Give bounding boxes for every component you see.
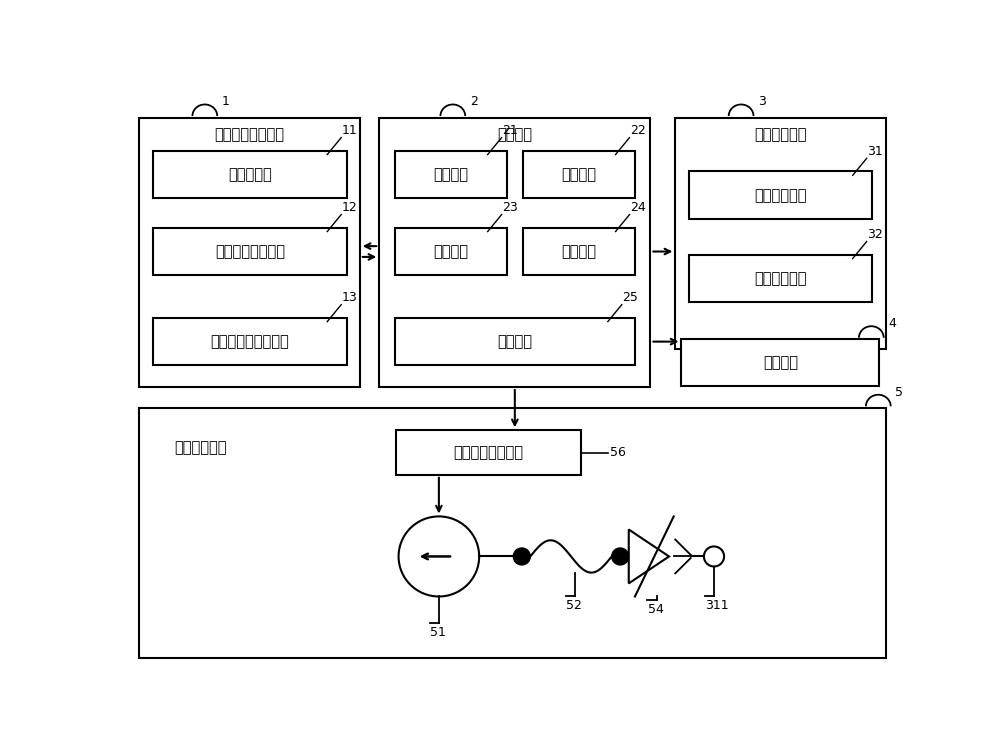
Text: 54: 54: [648, 602, 664, 615]
Bar: [523, 228, 635, 276]
Text: 13: 13: [342, 291, 358, 304]
Text: 11: 11: [342, 124, 358, 137]
Text: 4: 4: [888, 317, 896, 330]
Text: 按键面板模块: 按键面板模块: [754, 127, 807, 142]
Text: 1: 1: [222, 95, 230, 108]
Bar: [139, 408, 886, 658]
Text: 5: 5: [895, 386, 903, 399]
Text: 控制单元: 控制单元: [433, 244, 468, 259]
Bar: [675, 118, 886, 349]
Text: 电动气泵驱动电路: 电动气泵驱动电路: [453, 445, 523, 460]
Circle shape: [513, 548, 530, 565]
Text: 22: 22: [630, 124, 646, 137]
Bar: [523, 151, 635, 199]
Text: 23: 23: [502, 201, 518, 214]
Text: 控制模块: 控制模块: [497, 127, 532, 142]
Text: 56: 56: [610, 446, 626, 459]
Text: 按键标识单元: 按键标识单元: [754, 188, 807, 203]
Text: 信息提示单元: 信息提示单元: [754, 271, 807, 286]
Bar: [395, 228, 507, 276]
Text: 2: 2: [470, 95, 478, 108]
Text: 按键动作检测模块: 按键动作检测模块: [214, 127, 284, 142]
Bar: [153, 318, 347, 365]
Bar: [396, 430, 581, 475]
Bar: [395, 151, 507, 199]
Text: 信号处理电路单元: 信号处理电路单元: [215, 244, 285, 259]
Bar: [689, 171, 872, 219]
Text: 25: 25: [623, 291, 638, 304]
Text: 52: 52: [566, 599, 582, 612]
Bar: [139, 118, 360, 387]
Circle shape: [612, 548, 629, 565]
Text: 3: 3: [758, 95, 766, 108]
Text: 12: 12: [342, 201, 358, 214]
Text: 21: 21: [502, 124, 518, 137]
Text: 31: 31: [867, 145, 883, 158]
Text: 传感器驱动电路单元: 传感器驱动电路单元: [210, 334, 289, 349]
Circle shape: [704, 547, 724, 566]
Bar: [153, 228, 347, 276]
Text: 触感发生模块: 触感发生模块: [174, 440, 226, 455]
Bar: [395, 318, 635, 365]
Bar: [681, 339, 879, 386]
Text: 24: 24: [630, 201, 646, 214]
Text: 执行模块: 执行模块: [763, 355, 798, 370]
Text: 311: 311: [705, 599, 729, 612]
Text: 通讯单元: 通讯单元: [561, 244, 596, 259]
Circle shape: [399, 516, 479, 596]
Text: 接口单元: 接口单元: [433, 167, 468, 182]
Text: 传感器单元: 传感器单元: [228, 167, 272, 182]
Text: 存储单元: 存储单元: [561, 167, 596, 182]
Bar: [379, 118, 650, 387]
Text: 51: 51: [430, 626, 446, 639]
Text: 32: 32: [867, 228, 883, 241]
Bar: [689, 254, 872, 302]
Text: 驱动单元: 驱动单元: [497, 334, 532, 349]
Bar: [153, 151, 347, 199]
